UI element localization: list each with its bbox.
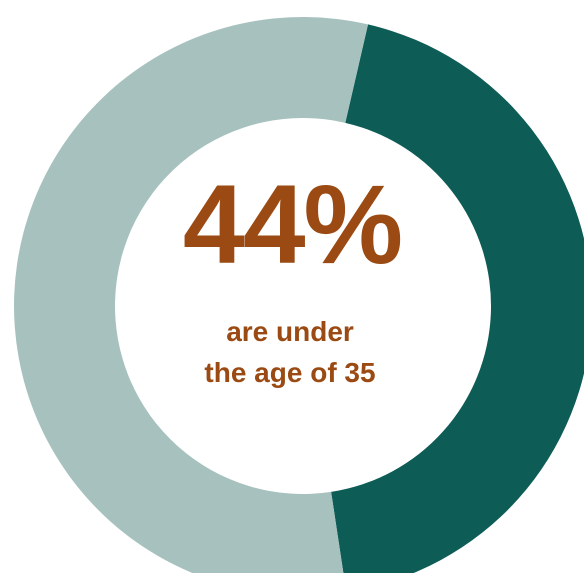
caption-line-1: are under <box>226 316 354 347</box>
donut-slice-highlight <box>331 24 584 573</box>
headline-caption: are under the age of 35 <box>0 311 580 393</box>
caption-line-2: the age of 35 <box>204 357 376 388</box>
donut-slice-rest <box>14 17 369 573</box>
headline-percentage: 44% <box>182 162 403 287</box>
